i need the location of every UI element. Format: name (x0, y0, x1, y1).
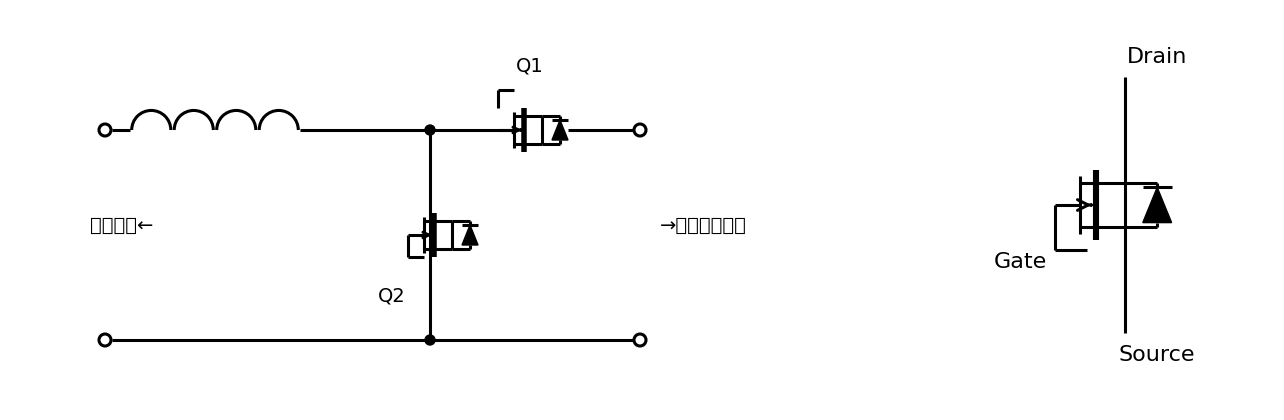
Circle shape (425, 335, 435, 345)
Text: Q2: Q2 (377, 287, 406, 306)
Polygon shape (552, 120, 568, 140)
Text: →インバータ側: →インバータ側 (660, 215, 747, 234)
Text: Gate: Gate (994, 252, 1046, 272)
Circle shape (634, 334, 646, 346)
Circle shape (99, 124, 110, 136)
Text: Q1: Q1 (516, 56, 543, 75)
Polygon shape (462, 225, 478, 245)
Text: Source: Source (1118, 345, 1195, 365)
Circle shape (99, 334, 110, 346)
Circle shape (425, 125, 435, 135)
Polygon shape (1143, 187, 1171, 223)
Text: Drain: Drain (1127, 47, 1188, 67)
Text: 蓄電池側←: 蓄電池側← (90, 215, 153, 234)
Circle shape (634, 124, 646, 136)
